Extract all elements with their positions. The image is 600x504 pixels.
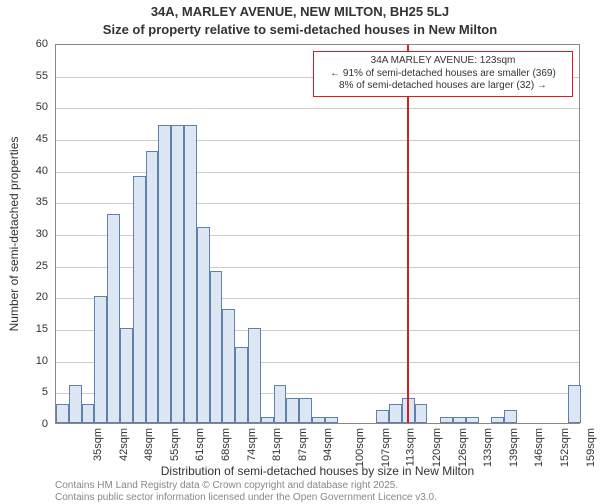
chart-title-line2: Size of property relative to semi-detach… xyxy=(0,22,600,37)
histogram-bar xyxy=(235,347,248,423)
x-tick-label: 61sqm xyxy=(194,428,206,461)
y-tick-label: 60 xyxy=(36,38,48,50)
x-tick-label: 81sqm xyxy=(271,428,283,461)
histogram-bar xyxy=(274,385,287,423)
footer-line1: Contains HM Land Registry data © Crown c… xyxy=(55,480,437,492)
footer-attribution: Contains HM Land Registry data © Crown c… xyxy=(55,480,437,504)
x-tick-label: 120sqm xyxy=(431,428,443,467)
histogram-bar xyxy=(158,125,171,423)
annotation-box: 34A MARLEY AVENUE: 123sqm← 91% of semi-d… xyxy=(313,51,573,97)
histogram-bar xyxy=(210,271,223,423)
annotation-line2: ← 91% of semi-detached houses are smalle… xyxy=(319,68,567,81)
histogram-bar xyxy=(94,296,107,423)
histogram-bar xyxy=(261,417,274,423)
x-tick-label: 74sqm xyxy=(246,428,258,461)
marker-line xyxy=(407,45,409,423)
histogram-bar xyxy=(146,151,159,423)
histogram-bar xyxy=(389,404,402,423)
histogram-bar xyxy=(197,227,210,423)
y-tick-label: 0 xyxy=(42,418,48,430)
y-tick-label: 30 xyxy=(36,228,48,240)
gridline xyxy=(56,108,579,109)
x-tick-label: 87sqm xyxy=(297,428,309,461)
histogram-bar xyxy=(325,417,338,423)
plot-area: 34A MARLEY AVENUE: 123sqm← 91% of semi-d… xyxy=(55,44,580,424)
gridline xyxy=(56,172,579,173)
histogram-chart: 34A, MARLEY AVENUE, NEW MILTON, BH25 5LJ… xyxy=(0,0,600,500)
y-tick-label: 15 xyxy=(36,323,48,335)
histogram-bar xyxy=(376,410,389,423)
x-tick-label: 159sqm xyxy=(585,428,597,467)
histogram-bar xyxy=(171,125,184,423)
annotation-line1: 34A MARLEY AVENUE: 123sqm xyxy=(319,55,567,68)
histogram-bar xyxy=(453,417,466,423)
histogram-bar xyxy=(568,385,581,423)
x-tick-label: 113sqm xyxy=(405,428,417,466)
histogram-bar xyxy=(69,385,82,423)
y-tick-label: 35 xyxy=(36,196,48,208)
y-tick-label: 45 xyxy=(36,133,48,145)
histogram-bar xyxy=(312,417,325,423)
y-tick-label: 55 xyxy=(36,70,48,82)
x-tick-label: 139sqm xyxy=(508,428,520,467)
x-tick-label: 55sqm xyxy=(169,428,181,461)
histogram-bar xyxy=(82,404,95,423)
y-tick-label: 5 xyxy=(42,386,48,398)
annotation-line3: 8% of semi-detached houses are larger (3… xyxy=(319,80,567,93)
histogram-bar xyxy=(299,398,312,423)
histogram-bar xyxy=(440,417,453,423)
histogram-bar xyxy=(248,328,261,423)
histogram-bar xyxy=(286,398,299,423)
x-axis-label: Distribution of semi-detached houses by … xyxy=(55,464,580,478)
histogram-bar xyxy=(222,309,235,423)
histogram-bar xyxy=(56,404,69,423)
y-tick-label: 40 xyxy=(36,165,48,177)
histogram-bar xyxy=(107,214,120,423)
x-tick-label: 48sqm xyxy=(143,428,155,461)
y-tick-label: 25 xyxy=(36,260,48,272)
x-tick-label: 126sqm xyxy=(457,428,469,467)
x-tick-label: 35sqm xyxy=(92,428,104,461)
histogram-bar xyxy=(184,125,197,423)
footer-line2: Contains public sector information licen… xyxy=(55,492,437,504)
histogram-bar xyxy=(466,417,479,423)
histogram-bar xyxy=(504,410,517,423)
x-tick-label: 100sqm xyxy=(354,428,366,467)
x-tick-label: 107sqm xyxy=(380,428,392,467)
histogram-bar xyxy=(133,176,146,423)
y-axis-label: Number of semi-detached properties xyxy=(7,137,21,332)
x-tick-label: 133sqm xyxy=(482,428,494,467)
histogram-bar xyxy=(415,404,428,423)
x-tick-label: 68sqm xyxy=(220,428,232,461)
histogram-bar xyxy=(120,328,133,423)
x-tick-label: 94sqm xyxy=(323,428,335,461)
gridline xyxy=(56,140,579,141)
y-tick-label: 10 xyxy=(36,355,48,367)
x-tick-label: 146sqm xyxy=(534,428,546,467)
x-tick-label: 42sqm xyxy=(118,428,130,461)
y-tick-label: 20 xyxy=(36,291,48,303)
x-tick-label: 152sqm xyxy=(559,428,571,467)
chart-title-line1: 34A, MARLEY AVENUE, NEW MILTON, BH25 5LJ xyxy=(0,4,600,19)
histogram-bar xyxy=(491,417,504,423)
y-tick-label: 50 xyxy=(36,101,48,113)
